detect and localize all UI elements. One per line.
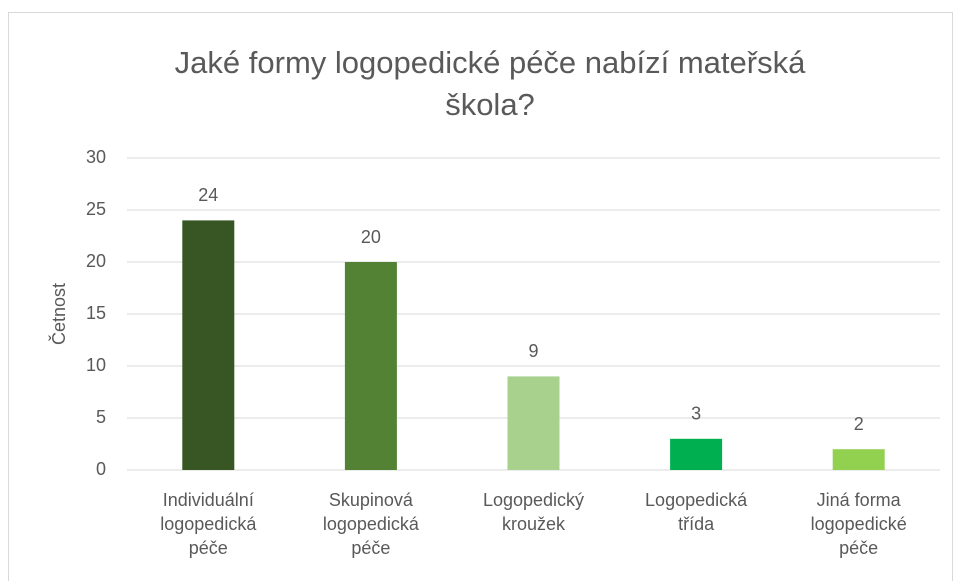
y-tick-label: 30 [86, 147, 106, 167]
y-tick-label: 15 [86, 303, 106, 323]
x-tick-label: Skupinová logopedická péče [322, 490, 419, 558]
y-tick-label: 10 [86, 355, 106, 375]
x-tick-label: Logopedická třída [645, 490, 748, 534]
x-tick-label: Jiná forma logopedické péče [810, 490, 907, 558]
y-axis-label: Četnost [48, 283, 69, 345]
data-label: 24 [198, 185, 218, 205]
x-tick-label: Logopedický kroužek [482, 490, 585, 534]
y-tick-label: 0 [96, 459, 106, 479]
bar [670, 438, 723, 470]
bar [182, 220, 235, 470]
chart-title: Jaké formy logopedické péče nabízí mateř… [174, 45, 806, 122]
y-tick-label: 20 [86, 251, 106, 271]
bar [344, 262, 397, 470]
data-label: 2 [854, 414, 864, 434]
data-label: 9 [528, 341, 538, 361]
bar [507, 376, 560, 470]
data-label: 3 [691, 404, 701, 424]
y-tick-label: 5 [96, 407, 106, 427]
y-tick-label: 25 [86, 199, 106, 219]
x-tick-label: Individuální logopedická péče [160, 490, 257, 558]
bar [832, 449, 885, 470]
data-label: 20 [361, 227, 381, 247]
chart-frame [8, 12, 953, 581]
